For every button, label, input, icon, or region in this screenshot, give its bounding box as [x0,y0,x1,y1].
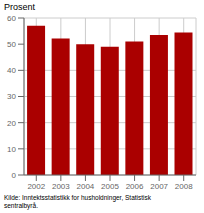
svg-text:2004: 2004 [77,182,95,191]
svg-text:0: 0 [12,171,17,180]
svg-text:30: 30 [7,92,16,101]
svg-text:10: 10 [7,145,16,154]
svg-text:2008: 2008 [175,182,193,191]
svg-text:50: 50 [7,40,16,49]
html-text:Kilde: Inntektsstatistikk for: Kilde: Inntektsstatistikk for husholdnin… [4,194,151,209]
svg-text:20: 20 [7,119,16,128]
svg-text:2005: 2005 [101,182,119,191]
svg-text:2002: 2002 [27,182,45,191]
svg-text:2007: 2007 [150,182,168,191]
svg-text:40: 40 [7,66,16,75]
html-text:Prosent: Prosent [4,2,35,12]
svg-text:2006: 2006 [126,182,144,191]
svg-text:2003: 2003 [52,182,70,191]
svg-text:60: 60 [7,14,16,23]
